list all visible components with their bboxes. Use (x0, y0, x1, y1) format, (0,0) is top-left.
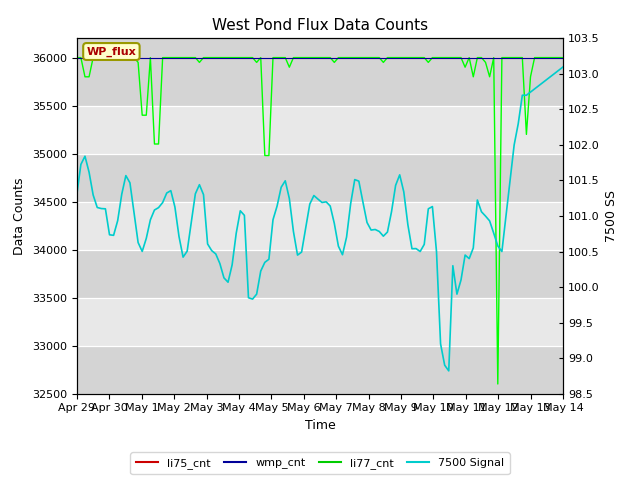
Bar (77, 38, 563, 106)
Bar (77, 346, 563, 394)
Text: WP_flux: WP_flux (86, 47, 136, 57)
Bar (77, 250, 563, 298)
Bar (77, 154, 563, 202)
Title: West Pond Flux Data Counts: West Pond Flux Data Counts (212, 18, 428, 33)
Y-axis label: 7500 SS: 7500 SS (605, 190, 618, 242)
Legend: li75_cnt, wmp_cnt, li77_cnt, 7500 Signal: li75_cnt, wmp_cnt, li77_cnt, 7500 Signal (131, 453, 509, 474)
X-axis label: Time: Time (305, 419, 335, 432)
Y-axis label: Data Counts: Data Counts (13, 177, 26, 255)
